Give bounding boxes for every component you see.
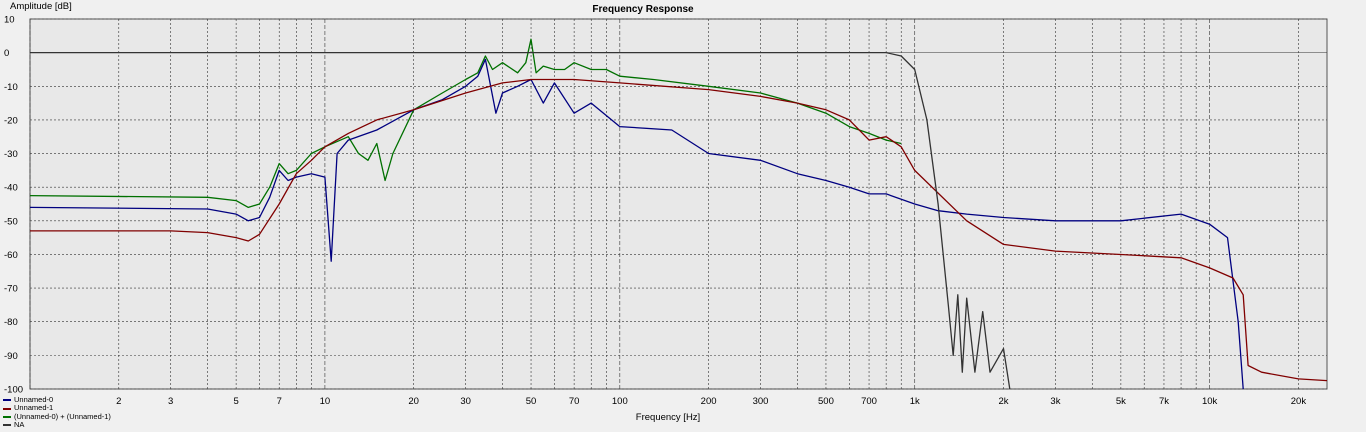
- x-tick-label: 7: [277, 396, 282, 407]
- series-lines: [29, 38, 1328, 390]
- y-tick-label: -80: [4, 317, 18, 328]
- x-tick-label: 10k: [1202, 396, 1218, 407]
- series-line-3: [30, 51, 1011, 390]
- x-tick-labels: 2 3 5 7 10 20 30 50 70 100 200 300 500 700 1k 2k 3k 5k 7k 1…: [116, 396, 1306, 407]
- y-tick-label: -20: [4, 115, 18, 126]
- y-tick-label: -70: [4, 284, 18, 295]
- chart-title: Frequency Response: [592, 4, 694, 15]
- legend-swatch: [3, 424, 11, 427]
- x-tick-label: 3: [168, 396, 173, 407]
- legend-swatch: [3, 399, 11, 402]
- y-tick-label: -50: [4, 216, 18, 227]
- x-tick-label: 20k: [1291, 396, 1307, 407]
- series-line-0: [29, 38, 902, 209]
- x-tick-label: 10: [320, 396, 331, 407]
- x-tick-label: 1k: [910, 396, 920, 407]
- legend-label: NA: [14, 420, 25, 430]
- x-tick-label: 2k: [998, 396, 1008, 407]
- x-tick-label: 70: [569, 396, 580, 407]
- x-tick-label: 100: [612, 396, 628, 407]
- series-line-1: [29, 58, 1244, 390]
- x-tick-label: 200: [701, 396, 717, 407]
- y-tick-label: -40: [4, 183, 18, 194]
- x-tick-label: 20: [408, 396, 419, 407]
- legend: Unnamed-0 Unnamed-1 (Unnamed-0) + (Unnamed…: [3, 395, 111, 430]
- y-tick-label: 0: [4, 48, 9, 59]
- y-tick-label: -60: [4, 250, 18, 261]
- legend-label: (Unnamed-0) + (Unnamed-1): [14, 411, 111, 421]
- y-axis-label: Amplitude [dB]: [10, 1, 72, 12]
- plot-area: [29, 18, 1328, 390]
- y-tick-label: -10: [4, 82, 18, 93]
- x-tick-label: 7k: [1159, 396, 1169, 407]
- y-tick-label: 10: [4, 15, 15, 26]
- x-axis-label: Frequency [Hz]: [636, 412, 700, 423]
- legend-item: Unnamed-0: [3, 395, 111, 404]
- y-tick-label: -100: [4, 385, 23, 396]
- y-tick-label: -90: [4, 351, 18, 362]
- x-tick-label: 3k: [1050, 396, 1060, 407]
- legend-swatch: [3, 407, 11, 410]
- legend-label: Unnamed-1: [14, 403, 54, 413]
- x-tick-label: 500: [818, 396, 834, 407]
- x-tick-label: 700: [861, 396, 877, 407]
- x-tick-label: 300: [753, 396, 769, 407]
- legend-item: Unnamed-1: [3, 403, 111, 413]
- legend-item: NA: [3, 420, 111, 430]
- y-tick-label: -30: [4, 149, 18, 160]
- legend-item: (Unnamed-0) + (Unnamed-1): [3, 411, 111, 421]
- x-tick-label: 5k: [1116, 396, 1126, 407]
- x-tick-label: 2: [116, 396, 121, 407]
- legend-label: Unnamed-0: [14, 395, 54, 404]
- x-tick-label: 5: [233, 396, 238, 407]
- x-tick-label: 30: [460, 396, 471, 407]
- y-tick-labels: 10 0 -10 -20 -30 -40 -50 -60 -70 -80 -90 -100: [4, 15, 23, 396]
- legend-swatch: [3, 416, 11, 419]
- series-line-2: [30, 78, 1328, 382]
- x-tick-label: 50: [526, 396, 537, 407]
